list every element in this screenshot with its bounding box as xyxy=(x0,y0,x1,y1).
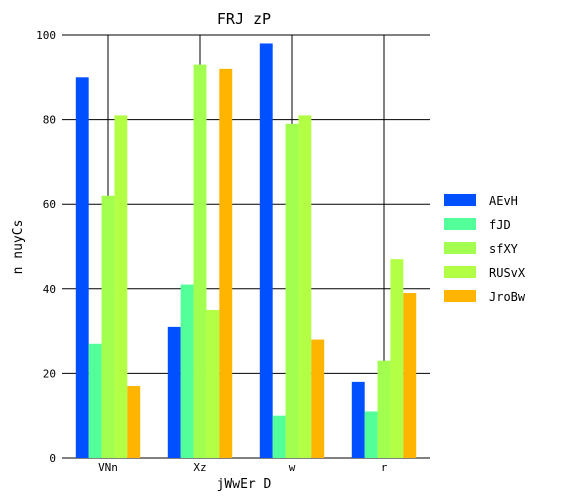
legend-label: sfXY xyxy=(489,242,519,256)
bar xyxy=(403,293,417,458)
bar xyxy=(114,115,128,459)
bar xyxy=(390,259,404,458)
bar xyxy=(272,415,286,458)
legend-swatch xyxy=(444,242,476,254)
legend-label: fJD xyxy=(489,218,511,232)
x-tick-label: w xyxy=(289,461,296,474)
bar xyxy=(101,195,115,459)
chart-title: FRJ zP xyxy=(217,10,271,28)
bar xyxy=(88,343,102,458)
legend-swatch xyxy=(444,290,476,302)
legend-swatch xyxy=(444,194,476,206)
bar xyxy=(219,68,233,458)
bar xyxy=(351,381,365,458)
x-tick-label: Xz xyxy=(193,461,206,474)
y-tick-label: 20 xyxy=(43,367,56,380)
bar xyxy=(75,77,89,459)
legend-label: AEvH xyxy=(489,194,518,208)
bar xyxy=(298,115,312,459)
x-tick-label: VNn xyxy=(98,461,118,474)
legend-swatch xyxy=(444,218,476,230)
bar xyxy=(206,309,220,458)
y-axis-ticks: 0 20 40 60 80 100 xyxy=(36,29,56,465)
x-axis-label: jWwEr D xyxy=(217,477,272,492)
bar xyxy=(193,64,207,459)
x-tick-label: r xyxy=(381,461,388,474)
legend-label: RUSvX xyxy=(489,266,526,280)
bar xyxy=(364,411,378,458)
legend: AEvH fJD sfXY RUSvX JroBw xyxy=(444,194,526,304)
y-tick-label: 80 xyxy=(43,114,56,127)
bar xyxy=(259,43,273,459)
legend-label: JroBw xyxy=(489,290,526,304)
bar xyxy=(127,386,141,458)
x-axis-ticks: VNn Xz w r xyxy=(98,461,388,474)
y-tick-label: 60 xyxy=(43,198,56,211)
y-tick-label: 100 xyxy=(36,29,56,42)
y-tick-label: 0 xyxy=(49,452,56,465)
legend-swatch xyxy=(444,266,476,278)
bar xyxy=(311,339,325,458)
bars xyxy=(75,43,417,459)
bar xyxy=(180,284,194,458)
bar xyxy=(167,326,181,458)
bar xyxy=(377,360,391,458)
y-tick-label: 40 xyxy=(43,283,56,296)
y-axis-label: n nuyCs xyxy=(11,220,26,275)
bar xyxy=(285,123,299,458)
